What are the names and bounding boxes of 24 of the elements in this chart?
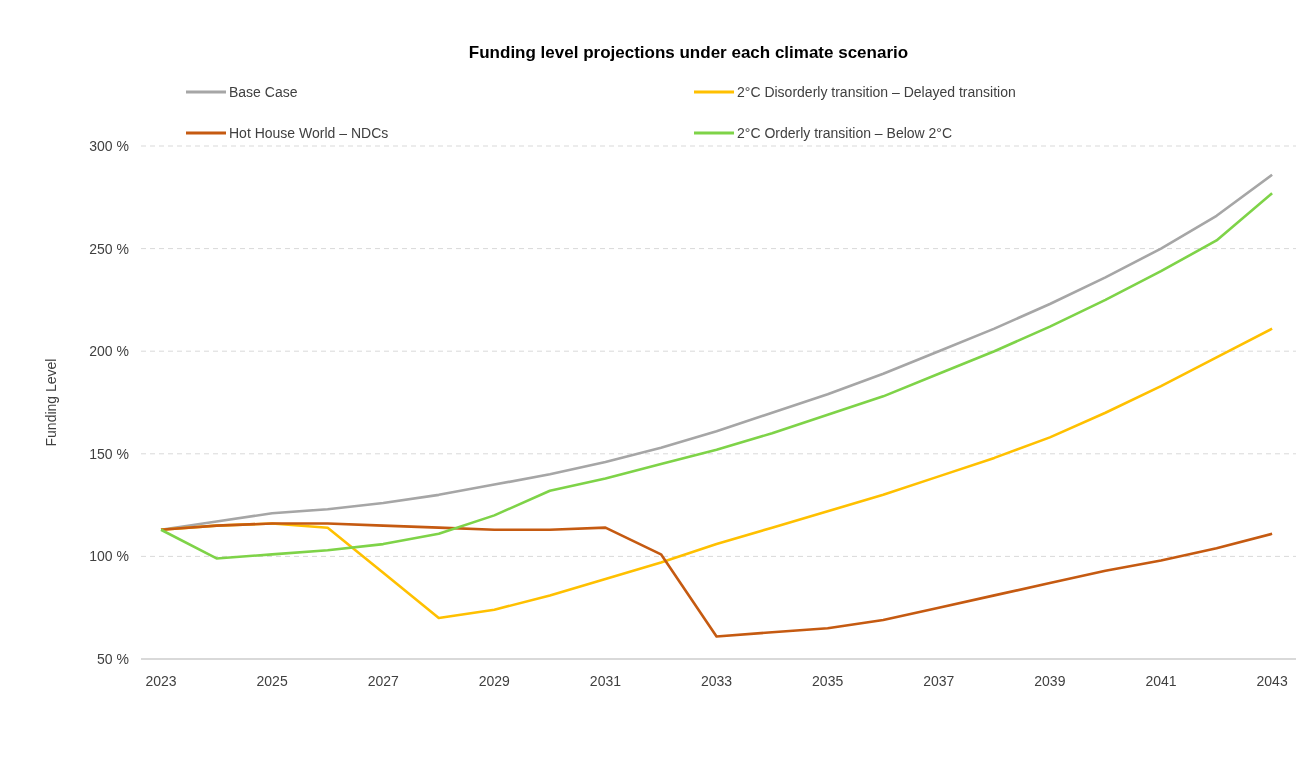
y-tick-label: 150 % bbox=[89, 445, 129, 462]
line-series bbox=[159, 522, 1274, 638]
x-tick-label: 2037 bbox=[923, 673, 955, 689]
y-tick-label: 300 % bbox=[89, 137, 129, 154]
y-tick-label: 50 % bbox=[97, 650, 129, 667]
y-axis-title: Funding Level bbox=[43, 358, 59, 447]
x-tick-label: 2043 bbox=[1256, 673, 1288, 689]
y-tick-label: 200 % bbox=[89, 343, 129, 360]
x-tick-label: 2033 bbox=[700, 673, 733, 689]
y-tick-label: 100 % bbox=[89, 548, 129, 565]
legend-label: Base Case bbox=[229, 83, 298, 100]
legend-label: 2°C Orderly transition – Below 2°C bbox=[737, 124, 953, 141]
x-tick-label: 2023 bbox=[145, 673, 177, 689]
x-tick-label: 2031 bbox=[589, 673, 622, 689]
chart-title: Funding level projections under each climate scenario bbox=[468, 43, 909, 62]
x-tick-label: 2039 bbox=[1034, 673, 1066, 689]
x-tick-label: 2029 bbox=[478, 673, 511, 689]
legend-label: Hot House World – NDCs bbox=[229, 124, 389, 141]
x-tick-label: 2025 bbox=[256, 673, 288, 689]
y-tick-label: 250 % bbox=[89, 240, 129, 257]
x-tick-label: 2035 bbox=[812, 673, 844, 689]
x-tick-label: 2041 bbox=[1145, 673, 1177, 689]
legend-label: 2°C Disorderly transition – Delayed transition bbox=[737, 83, 1016, 100]
x-tick-label: 2027 bbox=[367, 673, 399, 689]
